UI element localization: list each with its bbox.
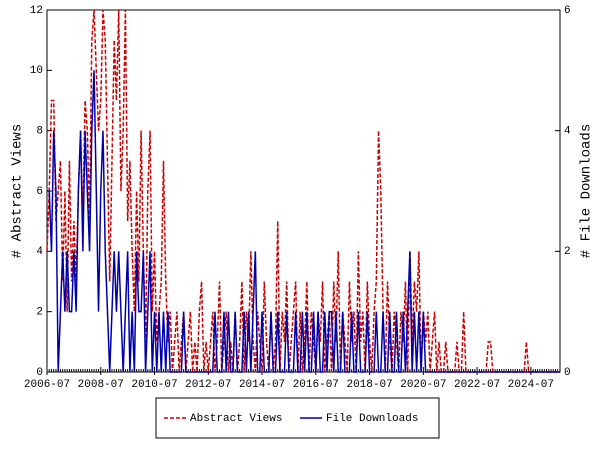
x-tick-label: 2020-07	[400, 379, 446, 391]
legend-label: Abstract Views	[190, 413, 282, 425]
y-tick-label: 4	[36, 246, 43, 258]
y-tick-label: 0	[36, 367, 43, 379]
x-tick-label: 2018-07	[346, 379, 392, 391]
x-tick-label: 2006-07	[24, 379, 70, 391]
x-tick-label: 2012-07	[185, 379, 231, 391]
y-tick-label: 12	[30, 5, 43, 17]
legend-label: File Downloads	[326, 413, 418, 425]
series-line	[46, 9, 560, 373]
y2-tick-label: 4	[564, 126, 571, 138]
x-tick-label: 2016-07	[293, 379, 339, 391]
y-axis-label: # Abstract Views	[10, 124, 26, 258]
x-tick-label: 2022-07	[454, 379, 500, 391]
x-tick-label: 2010-07	[131, 379, 177, 391]
y2-axis-label: # File Downloads	[579, 124, 595, 258]
series-line	[47, 70, 560, 373]
y2-tick-label: 0	[564, 367, 571, 379]
x-tick-label: 2014-07	[239, 379, 285, 391]
y-tick-label: 10	[30, 65, 43, 77]
y-tick-label: 6	[36, 186, 43, 198]
x-tick-label: 2024-07	[508, 379, 554, 391]
legend-box	[155, 397, 440, 439]
y2-tick-label: 2	[564, 246, 571, 258]
x-tick-label: 2008-07	[78, 379, 124, 391]
y-tick-label: 2	[36, 307, 43, 319]
y-tick-label: 8	[36, 126, 43, 138]
y2-tick-label: 6	[564, 5, 571, 17]
